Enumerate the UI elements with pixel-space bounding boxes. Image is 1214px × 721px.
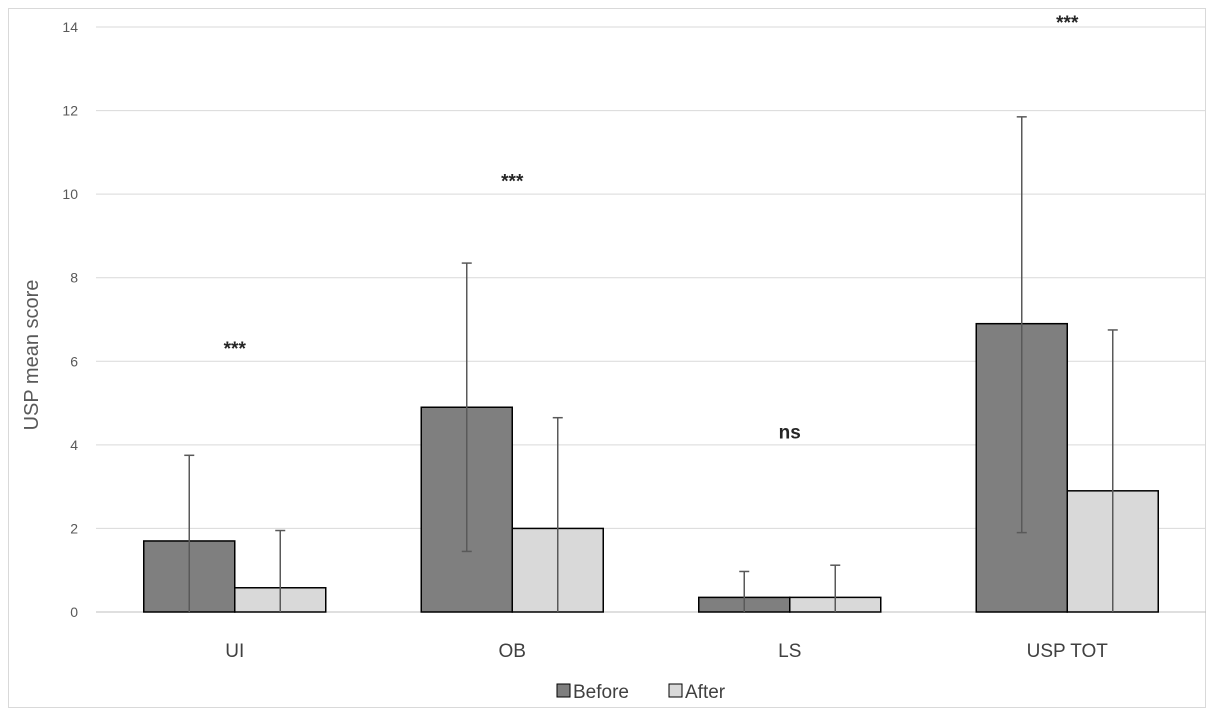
legend: Before After xyxy=(556,682,726,703)
y-tick-labels: 0 2 4 6 8 10 12 14 xyxy=(62,19,78,620)
x-category-labels: UI OB LS USP TOT xyxy=(225,641,1108,662)
y-tick-label: 2 xyxy=(70,520,78,536)
significance-label: *** xyxy=(1056,13,1079,34)
significance-label: ns xyxy=(779,422,801,443)
y-tick-label: 4 xyxy=(70,437,78,453)
y-tick-label: 12 xyxy=(62,103,78,119)
y-tick-label: 0 xyxy=(70,604,78,620)
legend-label-after: After xyxy=(685,682,726,703)
x-category-label: UI xyxy=(225,641,244,662)
y-axis-title: USP mean score xyxy=(21,280,43,431)
y-tick-label: 14 xyxy=(62,19,78,35)
error-bars xyxy=(184,116,1118,612)
legend-swatch-before xyxy=(556,683,571,698)
x-category-label: OB xyxy=(499,641,526,662)
y-tick-label: 8 xyxy=(70,270,78,286)
x-category-label: LS xyxy=(778,641,801,662)
y-tick-label: 6 xyxy=(70,353,78,369)
y-tick-label: 10 xyxy=(62,186,78,202)
legend-label-before: Before xyxy=(573,682,629,703)
significance-label: *** xyxy=(501,172,524,193)
legend-swatch-after xyxy=(668,683,683,698)
significance-labels: *** *** ns *** xyxy=(224,13,1079,444)
significance-label: *** xyxy=(224,339,247,360)
x-category-label: USP TOT xyxy=(1027,641,1109,662)
